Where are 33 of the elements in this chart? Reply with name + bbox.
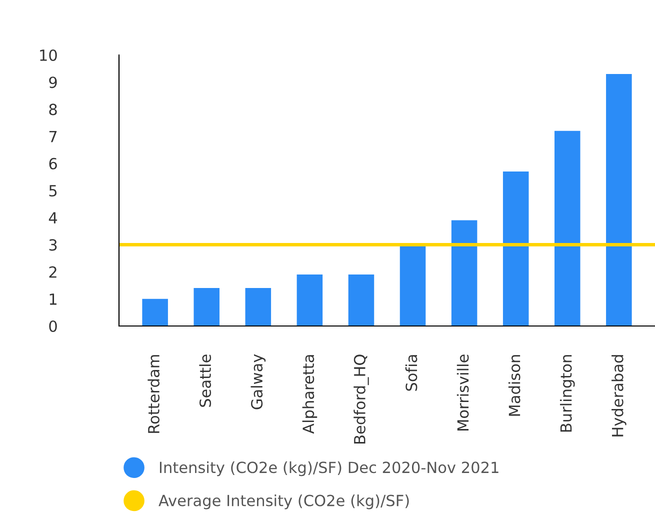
- x-tick-label: Burlington: [560, 355, 575, 432]
- y-tick-label: 6: [49, 158, 57, 170]
- y-tick-label: 2: [49, 266, 56, 278]
- x-tick-label: Hyderabad: [612, 355, 626, 436]
- y-tick-label: 4: [48, 212, 58, 224]
- x-tick-label: Bedford_HQ: [354, 354, 369, 444]
- y-tick-label: 10: [40, 49, 57, 62]
- legend-label: Intensity (CO2e (kg)/SF) Dec 2020-Nov 2021: [160, 461, 498, 476]
- legend-label: Average Intensity (CO2e (kg)/SF): [158, 494, 409, 510]
- y-tick-label: 3: [49, 239, 57, 251]
- bar: [606, 74, 632, 326]
- x-tick-label: Rotterdam: [148, 355, 160, 433]
- bar: [142, 298, 168, 326]
- bar: [245, 288, 272, 326]
- bar: [194, 288, 220, 326]
- bar: [502, 172, 529, 326]
- bar: [296, 274, 323, 326]
- x-tick-label: Alpharetta: [302, 355, 318, 434]
- x-tick-label: Seattle: [199, 354, 212, 407]
- x-tick-label: Sofia: [405, 355, 418, 391]
- y-tick-label: 0: [49, 320, 57, 332]
- bar: [451, 220, 478, 326]
- bar: [554, 130, 580, 326]
- y-tick-label: 5: [49, 185, 57, 197]
- y-tick-label: 9: [49, 76, 57, 88]
- x-tick-label: Morrisville: [456, 354, 469, 430]
- y-tick-label: 7: [49, 130, 57, 142]
- bar: [348, 274, 374, 326]
- y-tick-label: 1: [50, 294, 56, 305]
- bar: [400, 244, 426, 326]
- y-tick-label: 8: [49, 104, 57, 116]
- x-tick-label: Madison: [508, 355, 520, 416]
- x-tick-label: Galway: [250, 354, 266, 410]
